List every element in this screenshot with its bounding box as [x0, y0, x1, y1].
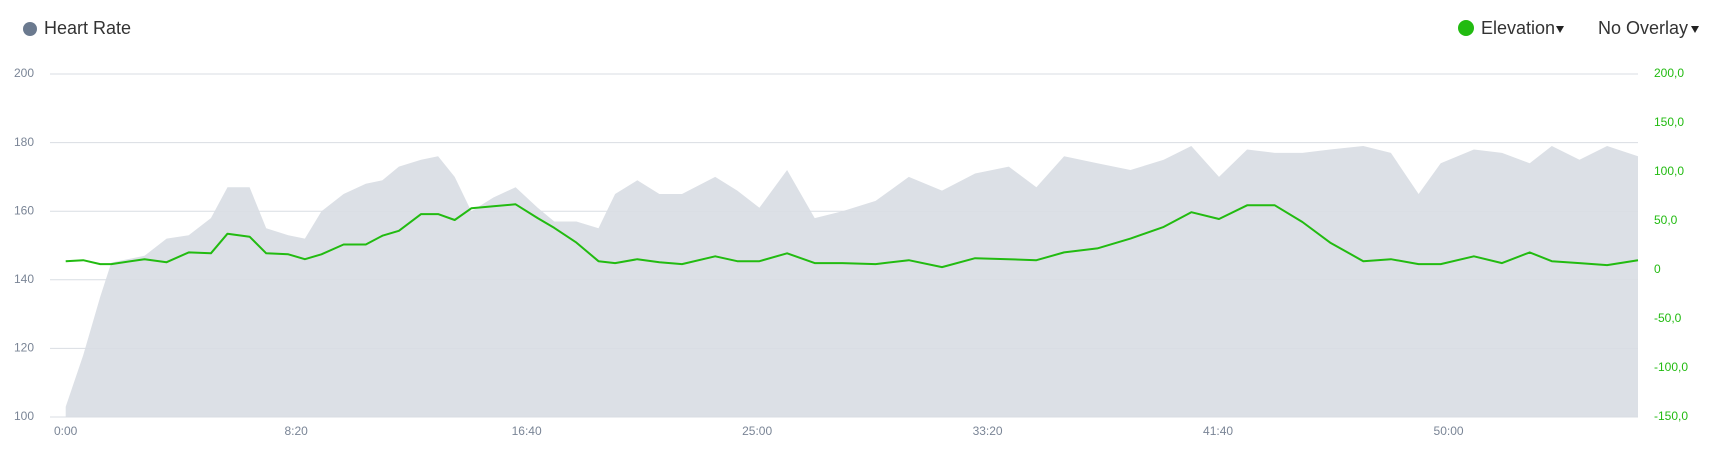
- y-tick-label: 180: [14, 135, 34, 149]
- y2-tick-label: 150,0: [1654, 115, 1684, 129]
- heart-rate-area: [65, 146, 1639, 417]
- y2-tick-label: 50,0: [1654, 213, 1678, 227]
- y2-tick-label: 200,0: [1654, 66, 1684, 80]
- legend-dot: [23, 22, 37, 36]
- x-tick-label: 16:40: [512, 424, 542, 438]
- x-tick-label: 50:00: [1434, 424, 1464, 438]
- dropdown-arrow[interactable]: [1556, 26, 1564, 33]
- y2-tick-label: 0: [1654, 262, 1661, 276]
- y-tick-label: 100: [14, 409, 34, 423]
- y2-tick-label: -100,0: [1654, 360, 1688, 374]
- elevation-line: [65, 203, 1639, 269]
- y-tick-label: 200: [14, 66, 34, 80]
- y2-tick-label: -50,0: [1654, 311, 1682, 325]
- elevation-menu[interactable]: Elevation: [1458, 18, 1564, 38]
- x-tick-label: 33:20: [973, 424, 1003, 438]
- x-tick-label: 8:20: [284, 424, 308, 438]
- grid: [50, 73, 1638, 418]
- overlay-label[interactable]: No Overlay: [1598, 18, 1688, 38]
- legend-label[interactable]: Elevation: [1481, 18, 1555, 38]
- x-tick-label: 0:00: [54, 424, 78, 438]
- legend-dot: [1458, 20, 1474, 36]
- x-tick-label: 41:40: [1203, 424, 1233, 438]
- overlay-menu[interactable]: No Overlay: [1598, 18, 1699, 38]
- dropdown-arrow[interactable]: [1691, 26, 1699, 33]
- x-tick-label: 25:00: [742, 424, 772, 438]
- y-tick-label: 140: [14, 272, 34, 286]
- chart-title: Heart Rate: [44, 18, 131, 38]
- y2-tick-label: -150,0: [1654, 409, 1688, 423]
- y-tick-label: 160: [14, 203, 34, 217]
- y2-tick-label: 100,0: [1654, 164, 1684, 178]
- y-tick-label: 120: [14, 341, 34, 355]
